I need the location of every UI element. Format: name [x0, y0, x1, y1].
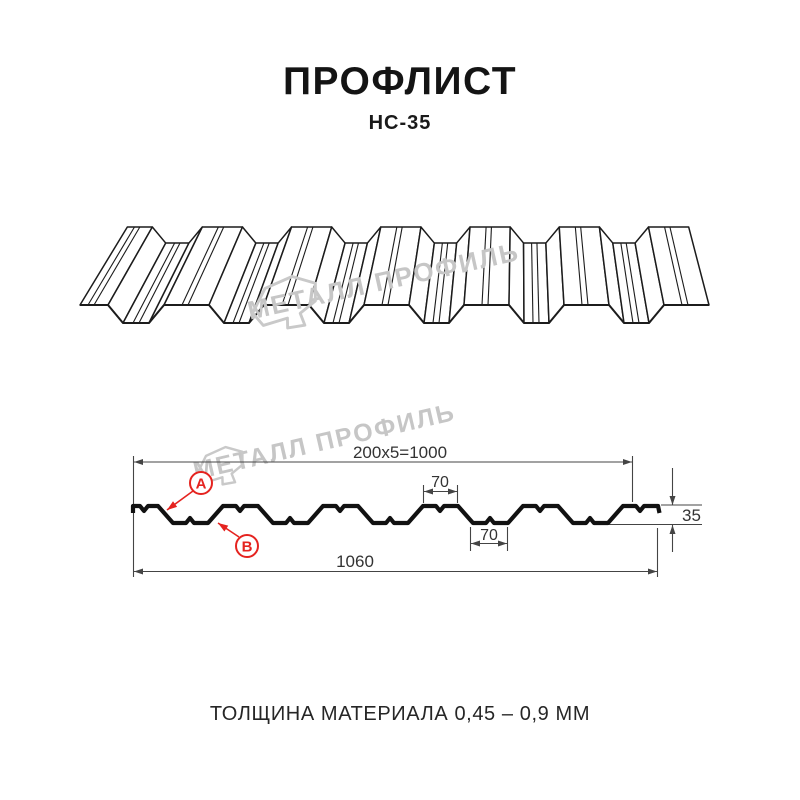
stiffening-groove-line	[487, 226, 492, 306]
stiffening-groove-line	[669, 226, 689, 306]
page-title: ПРОФЛИСТ	[282, 60, 518, 103]
profile-3d-drawing	[79, 226, 710, 324]
dimension-arrowhead	[623, 459, 632, 465]
stiffening-groove-line	[574, 226, 583, 306]
marker-arrowheads	[167, 501, 229, 532]
dim-height-label: 35	[682, 506, 701, 525]
stiffening-groove-line	[138, 242, 181, 324]
stiffening-groove-line	[536, 243, 540, 324]
profile-cross-section-drawing: 200x5=1000 70 70 35 1060 А В	[130, 443, 702, 577]
dimension-arrowhead	[471, 540, 480, 547]
dimension-arrowhead	[134, 568, 143, 575]
material-thickness-note: ТОЛЩИНА МАТЕРИАЛА 0,45 – 0,9 ММ	[209, 703, 591, 725]
dimension-arrowhead	[424, 488, 433, 495]
dimension-arrowhead	[498, 540, 507, 547]
profile-model-subtitle: НС-35	[368, 112, 432, 134]
dimension-arrowheads	[134, 459, 676, 575]
marker-b-circle	[235, 534, 259, 558]
stiffening-groove-line	[181, 226, 219, 306]
stiffening-groove-line	[187, 226, 225, 306]
stiffening-groove-line	[381, 226, 398, 306]
dimension-arrowhead	[669, 496, 676, 505]
sheet-face	[522, 242, 550, 324]
stiffening-groove-line	[432, 242, 443, 324]
side-markers: А В	[166, 471, 259, 558]
sheet-face	[463, 226, 511, 306]
sheet-near-edge	[80, 304, 709, 324]
profile-outline	[130, 503, 662, 526]
stiffening-groove-line	[664, 226, 683, 306]
stiffening-groove-line	[531, 243, 534, 324]
dim-rib-top-label: 70	[431, 474, 449, 491]
dim-coverage-width-label: 200x5=1000	[353, 443, 447, 462]
marker-a-circle	[189, 471, 213, 495]
stiffening-groove-line	[580, 226, 589, 306]
marker-b-label: В	[242, 539, 253, 556]
stiffening-groove-line	[93, 226, 141, 306]
dimension-arrowhead	[448, 488, 457, 495]
stiffening-groove-line	[132, 242, 176, 324]
marker-a-label: А	[196, 476, 207, 493]
dimension-arrowhead	[134, 459, 143, 465]
dim-rib-bottom-label: 70	[480, 527, 498, 544]
dimension-arrowhead	[669, 525, 676, 534]
dimension-arrowhead	[648, 568, 657, 575]
stiffening-groove-line	[620, 242, 634, 324]
stiffening-groove-line	[87, 226, 135, 306]
stiffening-groove-line	[438, 242, 449, 324]
stiffening-groove-line	[232, 242, 265, 324]
stiffening-groove-line	[481, 226, 487, 306]
dim-overall-width-label: 1060	[336, 552, 374, 571]
stiffening-groove-line	[387, 226, 403, 306]
stiffening-groove-line	[338, 242, 360, 324]
stiffening-groove-line	[625, 242, 640, 324]
dimension-lines	[132, 456, 702, 577]
stiffening-groove-line	[332, 242, 354, 324]
